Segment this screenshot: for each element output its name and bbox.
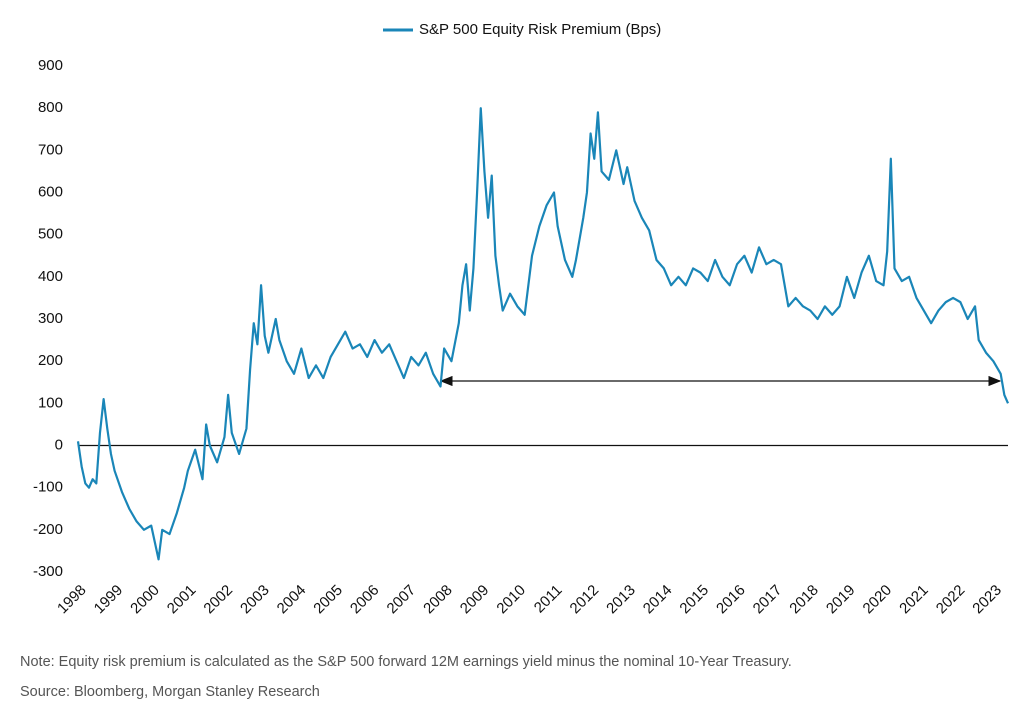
- y-tick-label: 600: [38, 183, 63, 200]
- y-tick-label: 100: [38, 394, 63, 411]
- x-tick-label: 2008: [420, 582, 456, 618]
- y-tick-label: 300: [38, 310, 63, 327]
- source: Source: Bloomberg, Morgan Stanley Resear…: [20, 684, 320, 700]
- x-tick-label: 2003: [237, 582, 273, 618]
- y-tick-label: -100: [33, 479, 63, 496]
- y-tick-label: -300: [33, 563, 63, 580]
- x-tick-label: 2004: [274, 582, 310, 618]
- x-tick-label: 2000: [127, 582, 163, 618]
- y-tick-label: 500: [38, 226, 63, 243]
- y-tick-label: 400: [38, 268, 63, 285]
- x-tick-label: 2014: [640, 582, 676, 618]
- x-tick-label: 2023: [969, 582, 1005, 618]
- x-tick-label: 2017: [750, 582, 786, 618]
- x-tick-label: 2020: [860, 582, 896, 618]
- x-tick-label: 2007: [384, 582, 420, 618]
- y-tick-label: 900: [38, 57, 63, 74]
- x-tick-label: 2011: [531, 582, 566, 617]
- x-tick-label: 2022: [933, 582, 969, 618]
- legend-label: S&P 500 Equity Risk Premium (Bps): [419, 21, 661, 38]
- x-tick-label: 2018: [786, 582, 822, 618]
- x-tick-label: 1999: [91, 582, 127, 618]
- x-tick-label: 2013: [603, 582, 639, 618]
- x-tick-label: 1998: [54, 582, 90, 618]
- x-tick-label: 2016: [713, 582, 749, 618]
- series-line: [76, 107, 1010, 561]
- y-tick-label: 200: [38, 352, 63, 369]
- y-tick-label: 0: [55, 436, 63, 453]
- x-tick-label: 2012: [567, 582, 603, 618]
- y-tick-label: -200: [33, 521, 63, 538]
- y-tick-label: 700: [38, 141, 63, 158]
- x-tick-label: 2005: [310, 582, 346, 618]
- x-tick-label: 2010: [493, 582, 529, 618]
- x-tick-label: 2009: [457, 582, 493, 618]
- y-tick-label: 800: [38, 99, 63, 116]
- note: Note: Equity risk premium is calculated …: [20, 654, 792, 670]
- x-tick-label: 2019: [823, 582, 859, 618]
- x-tick-label: 2021: [896, 582, 932, 618]
- x-tick-label: 2001: [164, 582, 200, 618]
- x-tick-label: 2015: [676, 582, 712, 618]
- x-tick-label: 2002: [200, 582, 236, 618]
- x-tick-label: 2006: [347, 582, 383, 618]
